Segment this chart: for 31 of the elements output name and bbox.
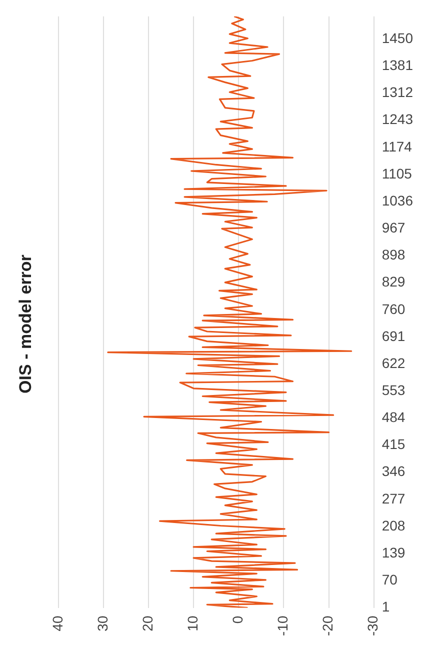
y-tick-label: 967 xyxy=(382,220,406,236)
x-tick-label: 40 xyxy=(49,616,66,632)
y-tick-label: 415 xyxy=(382,436,406,452)
y-tick-label: 484 xyxy=(382,409,406,426)
y-tick-label: 208 xyxy=(382,517,406,534)
y-tick-label: 1174 xyxy=(382,138,412,154)
y-tick-label: 622 xyxy=(382,354,406,371)
y-tick-label: 553 xyxy=(382,382,406,398)
y-tick-label: 70 xyxy=(382,572,398,588)
x-tick-label: -30 xyxy=(364,616,381,636)
x-tick-label: -20 xyxy=(320,616,336,636)
x-tick-label: 20 xyxy=(139,616,156,632)
y-tick-label: 898 xyxy=(382,246,406,263)
y-tick-label: 346 xyxy=(382,463,406,480)
y-tick-label: 1312 xyxy=(382,84,414,100)
y-tick-label: 760 xyxy=(382,300,406,317)
y-tick-label: 829 xyxy=(382,274,406,290)
x-tick-label: 30 xyxy=(94,616,110,632)
x-tick-label: 0 xyxy=(230,616,246,624)
y-tick-label: 691 xyxy=(382,328,406,344)
x-tick-label: 10 xyxy=(184,616,200,632)
y-tick-label: 1243 xyxy=(382,111,414,128)
y-tick-label: 1 xyxy=(382,598,390,615)
y-tick-label: 1036 xyxy=(382,192,414,208)
y-tick-label: 139 xyxy=(382,544,406,560)
y-tick-label: 1105 xyxy=(382,165,412,182)
y-tick-label: 277 xyxy=(382,490,406,506)
y-tick-label: 1450 xyxy=(382,30,414,46)
x-tick-label: -10 xyxy=(274,616,291,636)
text: OIS - model error xyxy=(16,254,35,394)
y-tick-label: 1381 xyxy=(382,57,414,74)
